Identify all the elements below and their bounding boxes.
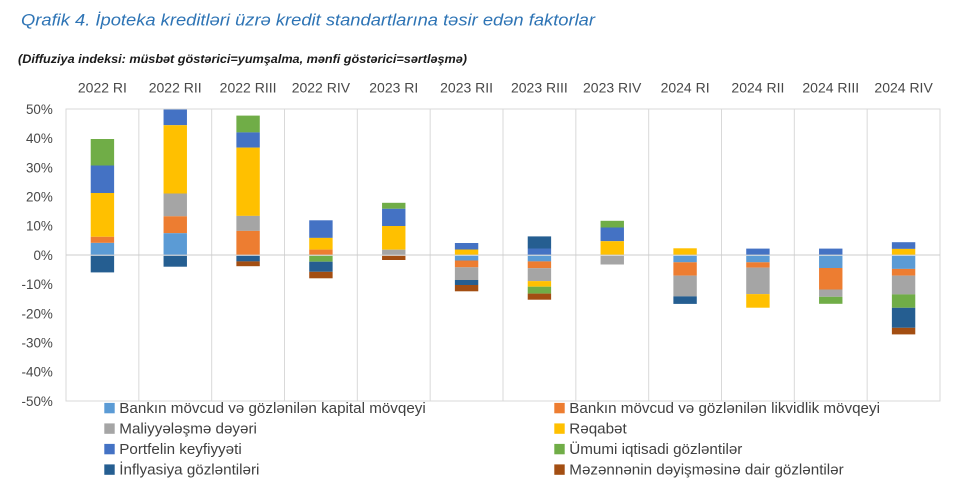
svg-text:2022 RII: 2022 RII: [149, 79, 202, 95]
svg-text:2022 RI: 2022 RI: [78, 79, 127, 95]
svg-text:40%: 40%: [26, 131, 53, 146]
svg-text:2024 RII: 2024 RII: [731, 79, 784, 95]
svg-text:Bankın mövcud və gözlənilən ka: Bankın mövcud və gözlənilən kapital mövq…: [119, 400, 425, 417]
svg-text:Bankın mövcud və gözlənilən li: Bankın mövcud və gözlənilən likvidlik mö…: [569, 400, 880, 417]
svg-text:(Diffuziya indeksi: müsbət gös: (Diffuziya indeksi: müsbət göstərici=yum…: [18, 52, 467, 66]
svg-text:-30%: -30%: [22, 336, 53, 351]
svg-text:2022 RIII: 2022 RIII: [220, 79, 277, 95]
svg-text:-10%: -10%: [22, 277, 53, 292]
svg-text:-40%: -40%: [22, 365, 53, 380]
svg-text:Qrafik 4. İpoteka kreditləri ü: Qrafik 4. İpoteka kreditləri üzrə kredit…: [21, 11, 596, 30]
svg-text:2024 RI: 2024 RI: [661, 79, 710, 95]
svg-text:0%: 0%: [33, 248, 52, 263]
svg-text:İnflyasiya gözləntiləri: İnflyasiya gözləntiləri: [119, 460, 259, 478]
svg-text:50%: 50%: [26, 102, 53, 117]
svg-text:20%: 20%: [26, 190, 53, 205]
svg-text:Ümumi iqtisadi gözləntilər: Ümumi iqtisadi gözləntilər: [569, 440, 742, 458]
svg-text:Maliyyələşmə dəyəri: Maliyyələşmə dəyəri: [119, 420, 257, 437]
svg-text:2023 RI: 2023 RI: [369, 79, 418, 95]
svg-text:Portfelin keyfiyyəti: Portfelin keyfiyyəti: [119, 441, 241, 458]
svg-text:Rəqabət: Rəqabət: [569, 420, 627, 437]
svg-text:2023 RIV: 2023 RIV: [583, 79, 642, 95]
svg-text:2023 RII: 2023 RII: [440, 79, 493, 95]
svg-text:-50%: -50%: [22, 394, 53, 409]
svg-text:2023 RIII: 2023 RIII: [511, 79, 568, 95]
svg-text:10%: 10%: [26, 219, 53, 234]
svg-text:2024 RIV: 2024 RIV: [874, 79, 933, 95]
svg-text:Məzənnənin dəyişməsinə dair gö: Məzənnənin dəyişməsinə dair gözləntilər: [569, 461, 843, 478]
svg-text:-20%: -20%: [22, 306, 53, 321]
svg-text:30%: 30%: [26, 160, 53, 175]
svg-text:2024 RIII: 2024 RIII: [802, 79, 859, 95]
svg-text:2022 RIV: 2022 RIV: [292, 79, 351, 95]
